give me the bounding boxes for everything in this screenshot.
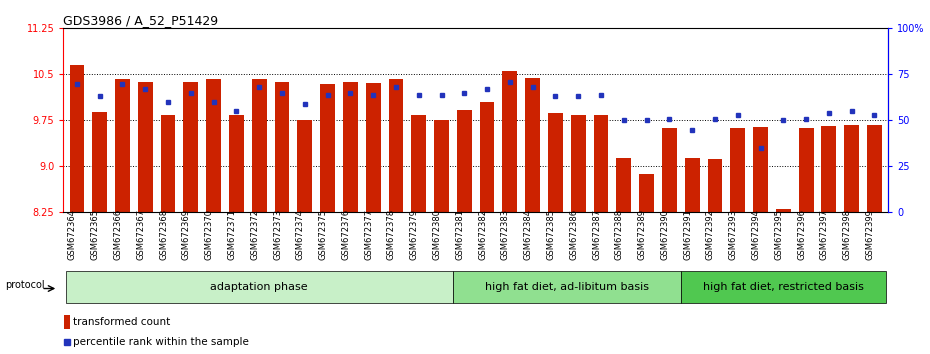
Text: GSM672391: GSM672391	[684, 209, 692, 260]
Bar	[730, 129, 745, 212]
Text: GSM672372: GSM672372	[250, 209, 259, 260]
Bar	[548, 113, 563, 212]
Bar	[821, 126, 836, 212]
Bar	[753, 127, 768, 212]
Text: GSM672384: GSM672384	[524, 209, 533, 260]
Bar	[639, 174, 654, 212]
Text: high fat diet, ad-libitum basis: high fat diet, ad-libitum basis	[485, 282, 649, 292]
Text: GSM672378: GSM672378	[387, 209, 396, 260]
Text: GSM672364: GSM672364	[68, 209, 77, 260]
Text: GSM672383: GSM672383	[501, 209, 510, 260]
Text: GSM672374: GSM672374	[296, 209, 305, 260]
Text: GSM672380: GSM672380	[432, 209, 442, 260]
Bar	[571, 115, 586, 212]
Bar	[389, 79, 404, 212]
Bar	[274, 82, 289, 212]
Bar	[252, 79, 267, 212]
Bar	[65, 271, 453, 303]
Text: GSM672390: GSM672390	[660, 209, 670, 260]
Bar	[365, 83, 380, 212]
Bar	[229, 115, 244, 212]
Bar	[593, 115, 608, 212]
Text: GDS3986 / A_52_P51429: GDS3986 / A_52_P51429	[63, 14, 219, 27]
Bar	[70, 65, 85, 212]
Text: transformed count: transformed count	[73, 317, 171, 327]
Text: GSM672399: GSM672399	[866, 209, 874, 260]
Text: GSM672365: GSM672365	[91, 209, 100, 260]
Bar	[320, 84, 335, 212]
Text: GSM672370: GSM672370	[205, 209, 214, 260]
Bar	[434, 120, 449, 212]
Text: percentile rank within the sample: percentile rank within the sample	[73, 337, 249, 348]
Bar	[681, 271, 886, 303]
Text: GSM672379: GSM672379	[410, 209, 418, 260]
Text: GSM672388: GSM672388	[615, 209, 624, 260]
Text: GSM672375: GSM672375	[319, 209, 327, 260]
Bar	[662, 129, 677, 212]
Bar	[64, 315, 71, 329]
Bar	[502, 71, 517, 212]
Text: GSM672387: GSM672387	[592, 209, 601, 260]
Bar	[343, 82, 358, 212]
Text: GSM672396: GSM672396	[797, 209, 806, 260]
Text: GSM672381: GSM672381	[456, 209, 464, 260]
Bar	[183, 82, 198, 212]
Text: adaptation phase: adaptation phase	[210, 282, 308, 292]
Text: GSM672368: GSM672368	[159, 209, 168, 260]
Bar	[799, 129, 814, 212]
Bar	[525, 78, 540, 212]
Text: GSM672398: GSM672398	[843, 209, 852, 260]
Text: GSM672382: GSM672382	[478, 209, 487, 260]
Bar	[453, 271, 681, 303]
Text: high fat diet, restricted basis: high fat diet, restricted basis	[703, 282, 864, 292]
Bar	[92, 112, 107, 212]
Text: GSM672366: GSM672366	[113, 209, 123, 260]
Text: GSM672392: GSM672392	[706, 209, 715, 260]
Bar	[708, 159, 723, 212]
Bar	[617, 158, 631, 212]
Text: protocol: protocol	[5, 280, 45, 290]
Text: GSM672393: GSM672393	[729, 209, 737, 260]
Bar	[161, 115, 176, 212]
Text: GSM672373: GSM672373	[273, 209, 282, 260]
Bar	[776, 209, 790, 212]
Bar	[138, 82, 153, 212]
Bar	[480, 102, 495, 212]
Text: GSM672397: GSM672397	[820, 209, 829, 260]
Text: GSM672377: GSM672377	[365, 209, 373, 260]
Bar	[457, 110, 472, 212]
Text: GSM672389: GSM672389	[638, 209, 646, 260]
Bar	[115, 79, 130, 212]
Text: GSM672376: GSM672376	[341, 209, 351, 260]
Text: GSM672386: GSM672386	[569, 209, 578, 260]
Bar	[298, 120, 312, 212]
Text: GSM672371: GSM672371	[228, 209, 236, 260]
Bar	[684, 158, 699, 212]
Bar	[411, 115, 426, 212]
Bar	[844, 125, 859, 212]
Text: GSM672369: GSM672369	[182, 209, 191, 260]
Text: GSM672385: GSM672385	[547, 209, 555, 260]
Text: GSM672395: GSM672395	[775, 209, 783, 260]
Bar	[206, 79, 221, 212]
Text: GSM672367: GSM672367	[137, 209, 145, 260]
Bar	[867, 125, 882, 212]
Text: GSM672394: GSM672394	[751, 209, 761, 260]
